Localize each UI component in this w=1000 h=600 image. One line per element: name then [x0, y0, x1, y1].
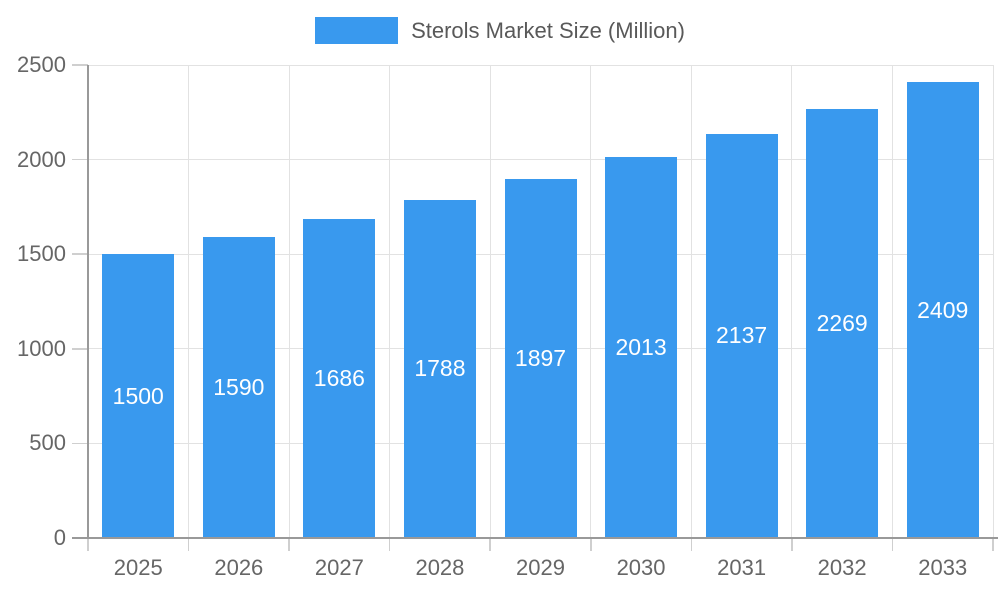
- y-tick: [72, 348, 88, 350]
- chart-legend[interactable]: Sterols Market Size (Million): [0, 17, 1000, 44]
- y-axis-label: 500: [29, 430, 66, 456]
- y-gridline: [88, 159, 993, 161]
- bar-value-label: 1500: [112, 382, 164, 409]
- x-tick: [992, 539, 994, 551]
- x-axis-label: 2029: [516, 555, 565, 580]
- x-tick: [690, 539, 693, 551]
- x-gridline: [188, 65, 190, 538]
- x-tick: [590, 539, 592, 551]
- legend-swatch: [315, 17, 399, 44]
- y-axis-label: 1000: [17, 335, 66, 361]
- x-gridline: [288, 65, 290, 538]
- x-gridline: [590, 65, 592, 538]
- x-tick: [87, 539, 89, 551]
- bar-2026: 1590: [202, 237, 275, 538]
- bar-2030: 2013: [605, 157, 678, 538]
- bar-value-label: 1590: [213, 374, 265, 401]
- bar-2031: 2137: [705, 133, 778, 538]
- x-tick: [791, 539, 793, 551]
- x-axis-label: 2025: [113, 555, 163, 580]
- x-gridline: [791, 65, 793, 538]
- x-gridline: [389, 65, 391, 538]
- x-tick: [288, 539, 290, 551]
- y-tick: [72, 158, 88, 161]
- x-axis-line: [72, 537, 998, 539]
- x-axis-label: 2033: [918, 555, 968, 580]
- y-tick: [72, 442, 88, 445]
- x-axis-label: 2031: [717, 555, 767, 580]
- x-gridline: [690, 65, 692, 538]
- x-axis-label: 2030: [616, 555, 666, 580]
- y-axis-line: [87, 65, 89, 539]
- y-axis-label: 2000: [17, 146, 66, 172]
- bar-value-label: 2269: [816, 309, 868, 336]
- bar-2029: 1897: [504, 179, 577, 538]
- plot-area: 0 500 1000 1500 2000 2500 1500 1590 1686 1788 1897…: [17, 53, 998, 580]
- bar-2033: 2409: [906, 82, 979, 538]
- y-tick: [72, 64, 88, 66]
- x-axis-label: 2032: [817, 555, 867, 580]
- bar-value-label: 1788: [414, 355, 466, 382]
- y-gridline: [88, 64, 993, 66]
- y-axis-label: 0: [53, 525, 66, 550]
- bar-2028: 1788: [403, 199, 476, 538]
- bar-2032: 2269: [806, 108, 879, 538]
- y-axis-label: 2500: [17, 52, 66, 77]
- x-gridline: [891, 65, 893, 538]
- bar-value-label: 2409: [917, 296, 969, 323]
- bar-value-label: 2013: [615, 334, 667, 361]
- bar-value-label: 2137: [716, 322, 768, 349]
- x-tick: [489, 539, 491, 551]
- x-axis-label: 2028: [415, 555, 465, 580]
- bar-value-label: 1686: [313, 364, 365, 391]
- x-gridline: [992, 65, 994, 538]
- x-gridline: [489, 65, 491, 538]
- x-tick: [187, 539, 190, 551]
- bar-2027: 1686: [303, 219, 376, 538]
- x-axis-label: 2026: [214, 555, 264, 580]
- legend-label: Sterols Market Size (Million): [411, 18, 685, 43]
- y-axis-label: 1500: [17, 241, 66, 267]
- x-axis-label: 2027: [314, 555, 364, 580]
- bar-2025: 1500: [102, 254, 175, 538]
- y-tick: [72, 253, 88, 255]
- x-tick: [891, 539, 894, 551]
- x-tick: [388, 539, 391, 551]
- bar-value-label: 1897: [514, 345, 567, 372]
